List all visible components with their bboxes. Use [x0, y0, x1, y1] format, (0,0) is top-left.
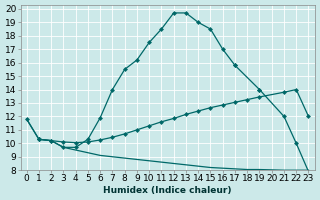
X-axis label: Humidex (Indice chaleur): Humidex (Indice chaleur): [103, 186, 232, 195]
